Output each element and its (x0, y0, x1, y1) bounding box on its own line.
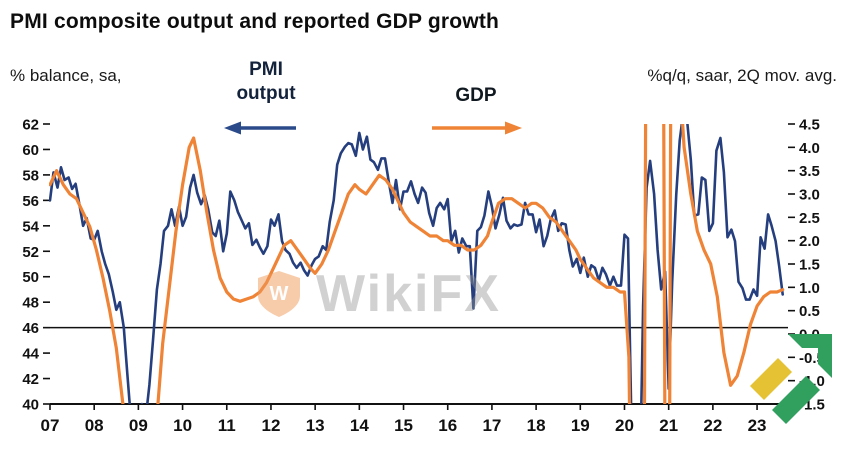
x-axis-tick-label: 12 (261, 416, 280, 435)
left-axis-tick-label: 44 (22, 346, 39, 363)
right-axis-tick-label: 3.0 (799, 187, 820, 204)
left-axis-tick-label: 40 (22, 397, 39, 414)
x-axis-tick-label: 10 (173, 416, 192, 435)
gdp-right-arrow-icon (432, 121, 522, 135)
left-axis-tick-label: 46 (22, 320, 39, 337)
right-axis-tick-label: 2.0 (799, 233, 820, 250)
left-axis-tick-label: 50 (22, 269, 39, 286)
x-axis-tick-label: 15 (394, 416, 413, 435)
right-axis-tick-label: 3.5 (799, 163, 820, 180)
right-axis-tick-label: 1.5 (799, 257, 820, 274)
gdp-line (49, 124, 785, 404)
x-axis-tick-label: 09 (129, 416, 148, 435)
left-axis-tick-label: 42 (22, 371, 39, 388)
x-axis-tick-label: 14 (350, 416, 369, 435)
pmi-series-label: PMI output (224, 58, 308, 106)
x-axis-tick-label: 23 (748, 416, 767, 435)
x-axis-tick-label: 19 (571, 416, 590, 435)
x-axis-tick-label: 21 (659, 416, 678, 435)
right-axis-tick-label: 1.0 (799, 280, 820, 297)
chart-title: PMI composite output and reported GDP gr… (10, 10, 500, 33)
pmi-series-label-line2: output (236, 82, 296, 104)
left-axis-caption: % balance, sa, (10, 66, 122, 85)
left-axis-tick-label: 56 (22, 193, 39, 210)
x-axis-tick-label: 11 (218, 416, 236, 435)
left-axis-tick-label: 54 (22, 218, 39, 235)
x-axis-tick-label: 13 (306, 416, 325, 435)
x-axis-tick-label: 18 (527, 416, 546, 435)
right-axis-tick-label: 4.0 (799, 140, 820, 157)
x-axis-tick-label: 17 (482, 416, 501, 435)
x-axis-tick-label: 16 (438, 416, 457, 435)
left-axis-tick-label: 58 (22, 167, 39, 184)
left-axis-tick-label: 62 (22, 117, 39, 134)
gdp-series-label: GDP (455, 85, 497, 106)
pmi-output-line (49, 124, 784, 404)
left-axis-tick-label: 60 (22, 142, 39, 159)
right-axis-tick-label: 4.5 (799, 117, 820, 134)
right-axis-tick-label: 2.5 (799, 210, 820, 227)
left-axis-tick-label: 52 (22, 244, 39, 261)
x-axis-tick-label: 20 (615, 416, 634, 435)
right-axis-tick-label: 0.5 (799, 303, 820, 320)
right-axis-caption: %q/q, saar, 2Q mov. avg. (647, 66, 837, 85)
x-axis-tick-label: 08 (85, 416, 104, 435)
left-axis-tick-label: 48 (22, 295, 39, 312)
pmi-series-label-line1: PMI (249, 59, 283, 80)
x-axis-tick-label: 07 (41, 416, 60, 435)
wikifx-logo (750, 334, 832, 424)
x-axis-tick-label: 22 (703, 416, 722, 435)
pmi-left-arrow-icon (224, 121, 296, 135)
